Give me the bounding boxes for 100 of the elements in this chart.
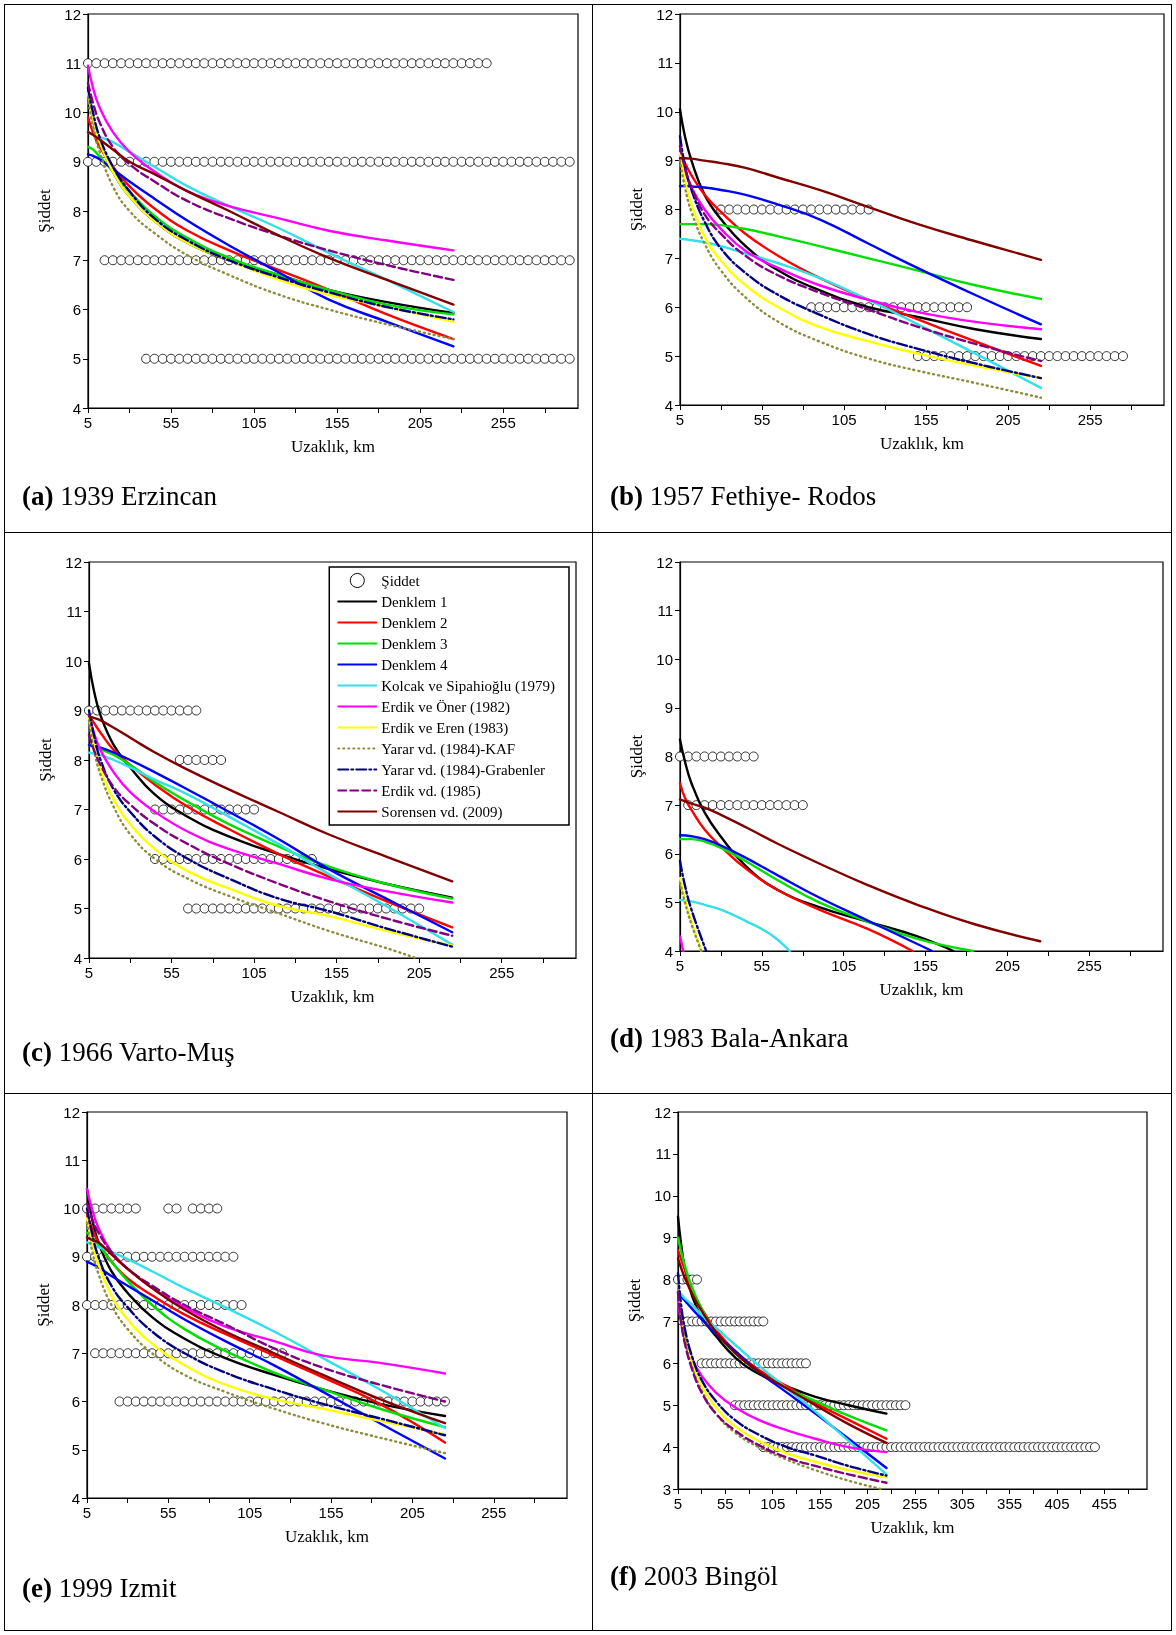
x-tick-label: 55: [160, 1504, 177, 1521]
y-tick-label: 4: [72, 399, 81, 417]
line-series: [678, 782, 914, 953]
y-tick-label: 12: [656, 5, 673, 23]
y-tick-label: 10: [64, 104, 81, 121]
x-axis-title: Uzaklık, km: [870, 1518, 955, 1537]
x-axis-title: Uzaklık, km: [290, 437, 376, 456]
x-tick-label: 205: [854, 1495, 881, 1512]
y-tick-label: 7: [71, 1344, 80, 1362]
y-tick-label: 8: [664, 748, 673, 765]
y-tick-label: 8: [664, 201, 673, 218]
y-tick-label: 10: [65, 652, 82, 670]
y-tick-label: 11: [64, 1151, 80, 1169]
x-tick-label: 255: [1076, 957, 1102, 974]
x-tick-label: 255: [481, 1504, 507, 1521]
line-series: [678, 798, 1042, 943]
y-tick-label: 11: [66, 603, 82, 620]
x-tick-label: 5: [84, 964, 94, 981]
y-axis-title: Şiddet: [36, 738, 56, 782]
y-tick-label: 12: [65, 553, 82, 571]
y-tick-label: 7: [664, 796, 673, 814]
line-series: [678, 859, 708, 953]
y-tick-label: 8: [72, 202, 81, 220]
x-axis-title: Uzaklık, km: [879, 980, 964, 999]
y-tick-label: 9: [73, 702, 82, 719]
y-tick-label: 10: [63, 1200, 80, 1217]
x-axis-title: Uzaklık, km: [284, 1527, 370, 1546]
x-tick-label: 155: [324, 964, 350, 981]
x-tick-label: 205: [995, 411, 1021, 428]
y-tick-label: 3: [662, 1480, 671, 1498]
y-tick-label: 5: [71, 1441, 80, 1459]
text: (f) 2003 Bingöl: [610, 1560, 778, 1591]
x-tick-label: 105: [831, 411, 857, 428]
y-tick-label: 4: [662, 1438, 671, 1456]
y-tick-label: 7: [73, 801, 82, 818]
y-tick-label: 6: [662, 1354, 671, 1372]
x-tick-label: 405: [1044, 1495, 1070, 1512]
x-tick-label: 55: [163, 964, 180, 981]
legend-label: Sorensen vd. (2009): [381, 803, 503, 821]
x-tick-label: 255: [490, 414, 516, 431]
legend-label: Şiddet: [381, 572, 421, 589]
y-tick-label: 6: [71, 1393, 80, 1410]
text: (c) 1966 Varto-Muş: [22, 1036, 235, 1067]
text: (b) 1957 Fethiye- Rodos: [610, 480, 877, 511]
y-tick-label: 5: [664, 893, 673, 911]
y-tick-label: 8: [73, 751, 82, 769]
text: (d) 1983 Bala-Ankara: [610, 1022, 849, 1053]
y-tick-label: 10: [654, 1187, 671, 1205]
y-tick-label: 6: [664, 298, 673, 316]
x-tick-label: 205: [406, 964, 432, 981]
x-axis-title: Uzaklık, km: [290, 987, 375, 1006]
y-tick-label: 7: [664, 249, 673, 267]
y-axis-title: Şiddet: [627, 187, 647, 232]
line-series: [86, 81, 455, 282]
legend-label: Erdik ve Eren (1983): [381, 719, 509, 737]
x-tick-label: 255: [1077, 411, 1103, 428]
line-series: [678, 156, 1043, 262]
legend-label: Yarar vd. (1984)-Grabenler: [381, 761, 546, 779]
y-tick-label: 9: [72, 153, 81, 171]
legend-label: Denklem 2: [381, 614, 448, 631]
y-tick-label: 5: [73, 900, 82, 917]
y-tick-label: 11: [657, 602, 673, 620]
x-tick-label: 5: [675, 411, 685, 428]
x-tick-label: 5: [675, 957, 685, 974]
y-axis-title: Şiddet: [35, 189, 55, 233]
x-tick-label: 255: [902, 1495, 928, 1512]
x-tick-label: 155: [807, 1495, 833, 1512]
line-series: [678, 898, 791, 953]
x-axis-title: Uzaklık, km: [879, 434, 965, 453]
y-tick-label: 10: [656, 650, 673, 668]
legend-label: Erdik vd. (1985): [381, 782, 481, 800]
legend-label: Kolcak ve Sipahioğlu (1979): [381, 677, 555, 695]
y-tick-label: 12: [654, 1103, 671, 1121]
y-tick-label: 12: [64, 5, 81, 23]
y-tick-label: 9: [664, 152, 673, 170]
legend-label: Denklem 3: [381, 635, 448, 652]
text: (a) 1939 Erzincan: [22, 480, 218, 511]
y-tick-label: 8: [71, 1296, 80, 1314]
y-axis-title: Şiddet: [627, 734, 647, 779]
x-tick-label: 155: [913, 957, 939, 974]
line-series: [678, 837, 975, 953]
y-tick-label: 9: [71, 1248, 80, 1266]
y-tick-label: 12: [656, 553, 673, 571]
y-tick-label: 10: [656, 103, 673, 121]
y-tick-label: 5: [664, 347, 673, 365]
y-tick-label: 6: [664, 845, 673, 863]
y-tick-label: 6: [72, 301, 81, 318]
y-tick-label: 4: [664, 942, 673, 960]
x-tick-label: 205: [399, 1504, 425, 1521]
x-tick-label: 105: [237, 1504, 263, 1521]
y-tick-label: 11: [655, 1145, 671, 1163]
y-tick-label: 5: [72, 350, 81, 368]
x-tick-label: 105: [760, 1495, 786, 1512]
legend-label: Denklem 1: [381, 593, 448, 610]
y-tick-label: 4: [664, 396, 673, 414]
line-series: [678, 834, 934, 953]
x-tick-label: 105: [831, 957, 857, 974]
x-tick-label: 55: [753, 957, 771, 974]
y-tick-label: 7: [72, 251, 81, 269]
x-tick-label: 205: [407, 414, 433, 431]
